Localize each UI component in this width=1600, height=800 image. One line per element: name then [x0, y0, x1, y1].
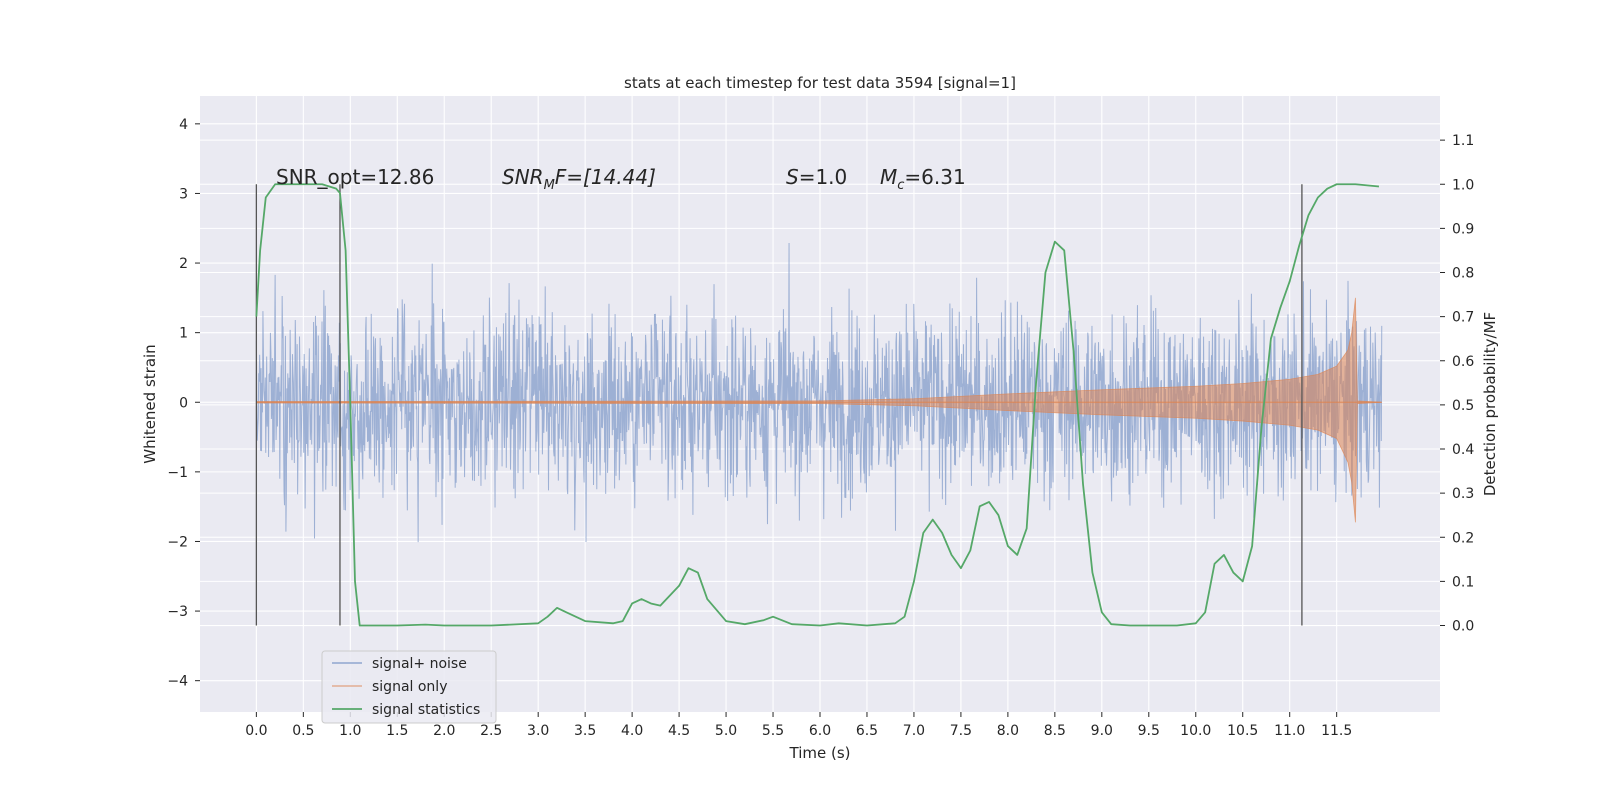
- series-signal-statistics: [255, 183, 1380, 627]
- y-axis-right-label: Detection probability/MF: [1481, 312, 1499, 496]
- x-tick-label: 9.5: [1138, 723, 1160, 739]
- legend-label-signal-statistics: signal statistics: [372, 702, 480, 718]
- y-axis-ticks: −4 −3 −2 −1 0 1 2 3 4: [167, 117, 200, 690]
- x-tick-label: 6.5: [856, 723, 878, 739]
- annotation-mc-suffix: =6.31: [904, 165, 965, 189]
- y-tick-label: 1: [179, 326, 188, 342]
- x-tick-label: 10.0: [1180, 723, 1211, 739]
- y-right-tick-label: 0.3: [1452, 486, 1474, 502]
- annotation-snr-mf: SNRMF=[14.44]: [502, 165, 656, 193]
- x-tick-label: 11.5: [1321, 723, 1352, 739]
- x-tick-label: 0.0: [245, 723, 267, 739]
- y-tick-label: 4: [179, 117, 188, 133]
- y-tick-label: 3: [179, 186, 188, 202]
- y-right-tick-label: 1.1: [1452, 133, 1474, 149]
- y-axis-label: Whitened strain: [141, 344, 159, 463]
- y-right-tick-label: 0.5: [1452, 398, 1474, 414]
- y-right-tick-label: 0.8: [1452, 266, 1474, 282]
- x-tick-label: 11.0: [1274, 723, 1305, 739]
- x-tick-label: 8.5: [1044, 723, 1066, 739]
- x-tick-label: 8.0: [997, 723, 1019, 739]
- x-tick-label: 10.5: [1227, 723, 1258, 739]
- y-right-tick-label: 0.7: [1452, 310, 1474, 326]
- line-signal-statistics: [255, 183, 1380, 627]
- vertical-markers: [255, 184, 1303, 626]
- x-tick-label: 5.0: [715, 723, 737, 739]
- legend-frame: [321, 650, 497, 724]
- y-right-tick-label: 0.0: [1452, 619, 1474, 635]
- y-axis-right-ticks: 0.0 0.1 0.2 0.3 0.4 0.5 0.6 0.7 0.8 0.9 1.0 1.1: [1440, 133, 1474, 635]
- area-signal-only: [255, 297, 1382, 523]
- y-right-tick-label: 0.6: [1452, 354, 1474, 370]
- x-tick-label: 9.0: [1091, 723, 1113, 739]
- annotation-s-suffix: =1.0: [799, 165, 848, 189]
- y-tick-label: 0: [179, 395, 188, 411]
- y-tick-label: 2: [179, 256, 188, 272]
- x-axis-label: Time (s): [789, 744, 851, 762]
- x-tick-label: 2.0: [433, 723, 455, 739]
- x-tick-label: 4.5: [668, 723, 690, 739]
- x-tick-label: 1.0: [339, 723, 361, 739]
- x-tick-label: 5.5: [762, 723, 784, 739]
- series-signal-only: [255, 297, 1382, 523]
- y-right-tick-label: 0.4: [1452, 442, 1474, 458]
- x-axis-ticks: 0.0 0.5 1.0 1.5 2.0 2.5 3.0 3.5 4.0 4.5 5.0 5.5 6.0 6…: [245, 712, 1352, 739]
- x-tick-label: 2.5: [480, 723, 502, 739]
- x-tick-label: 1.5: [386, 723, 408, 739]
- x-tick-label: 3.0: [527, 723, 549, 739]
- annotation-snr-mf-suffix: F=[14.44]: [555, 165, 656, 189]
- x-tick-label: 4.0: [621, 723, 643, 739]
- x-tick-label: 0.5: [292, 723, 314, 739]
- annotation-snr-mf-sub: M: [544, 178, 555, 193]
- y-tick-label: −2: [167, 534, 188, 550]
- y-tick-label: −3: [167, 604, 188, 620]
- annotation-snr-mf-prefix: SNR: [502, 165, 544, 189]
- x-tick-label: 6.0: [809, 723, 831, 739]
- y-right-tick-label: 1.0: [1452, 177, 1474, 193]
- x-tick-label: 7.0: [903, 723, 925, 739]
- chart-title: stats at each timestep for test data 359…: [624, 74, 1016, 92]
- x-tick-label: 3.5: [574, 723, 596, 739]
- y-tick-label: −4: [167, 674, 188, 690]
- annotation-s-prefix: S: [786, 165, 799, 189]
- y-tick-label: −1: [167, 465, 188, 481]
- y-right-tick-label: 0.1: [1452, 574, 1474, 590]
- x-tick-label: 7.5: [950, 723, 972, 739]
- legend-label-signal-noise: signal+ noise: [372, 656, 467, 672]
- legend: signal+ noise signal only signal statist…: [321, 650, 497, 724]
- legend-label-signal-only: signal only: [372, 679, 447, 695]
- annotation-mc-prefix: M: [880, 165, 897, 189]
- annotation-mc-sub: c: [897, 178, 904, 193]
- annotation-s: S=1.0: [786, 165, 847, 189]
- y-right-tick-label: 0.2: [1452, 530, 1474, 546]
- annotation-snr-opt: SNR_opt=12.86: [276, 165, 434, 189]
- y-right-tick-label: 0.9: [1452, 221, 1474, 237]
- annotation-mc: Mc=6.31: [880, 165, 966, 193]
